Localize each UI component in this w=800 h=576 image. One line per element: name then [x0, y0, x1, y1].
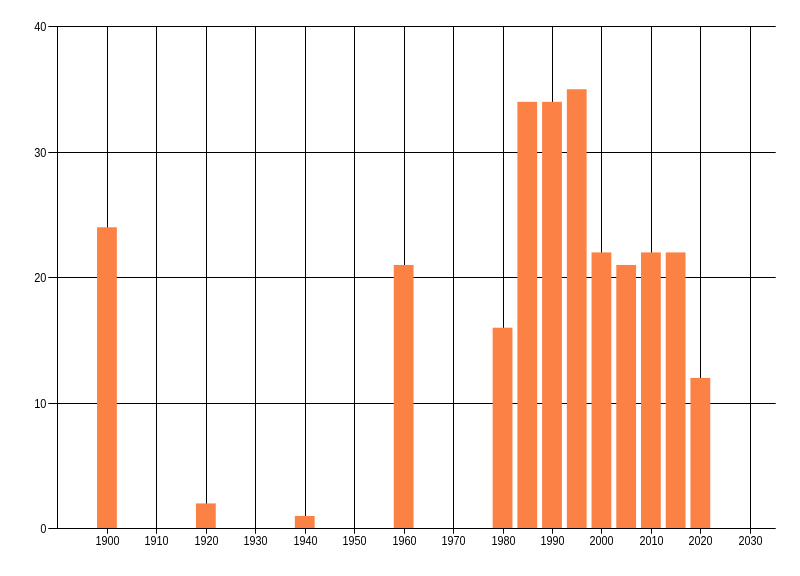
svg-text:20: 20	[34, 270, 46, 285]
svg-text:1940: 1940	[294, 533, 318, 548]
svg-text:0: 0	[40, 521, 46, 536]
svg-text:1930: 1930	[244, 533, 268, 548]
svg-text:2030: 2030	[739, 533, 763, 548]
svg-text:1900: 1900	[96, 533, 120, 548]
svg-text:30: 30	[34, 145, 46, 160]
svg-text:2010: 2010	[640, 533, 664, 548]
svg-text:1920: 1920	[195, 533, 219, 548]
svg-text:1980: 1980	[492, 533, 516, 548]
svg-text:2000: 2000	[590, 533, 614, 548]
svg-text:1960: 1960	[393, 533, 417, 548]
svg-text:1910: 1910	[145, 533, 169, 548]
svg-text:2020: 2020	[689, 533, 713, 548]
svg-text:1950: 1950	[343, 533, 367, 548]
svg-text:10: 10	[34, 396, 46, 411]
svg-text:40: 40	[34, 19, 46, 34]
svg-text:1990: 1990	[541, 533, 565, 548]
svg-text:1970: 1970	[442, 533, 466, 548]
